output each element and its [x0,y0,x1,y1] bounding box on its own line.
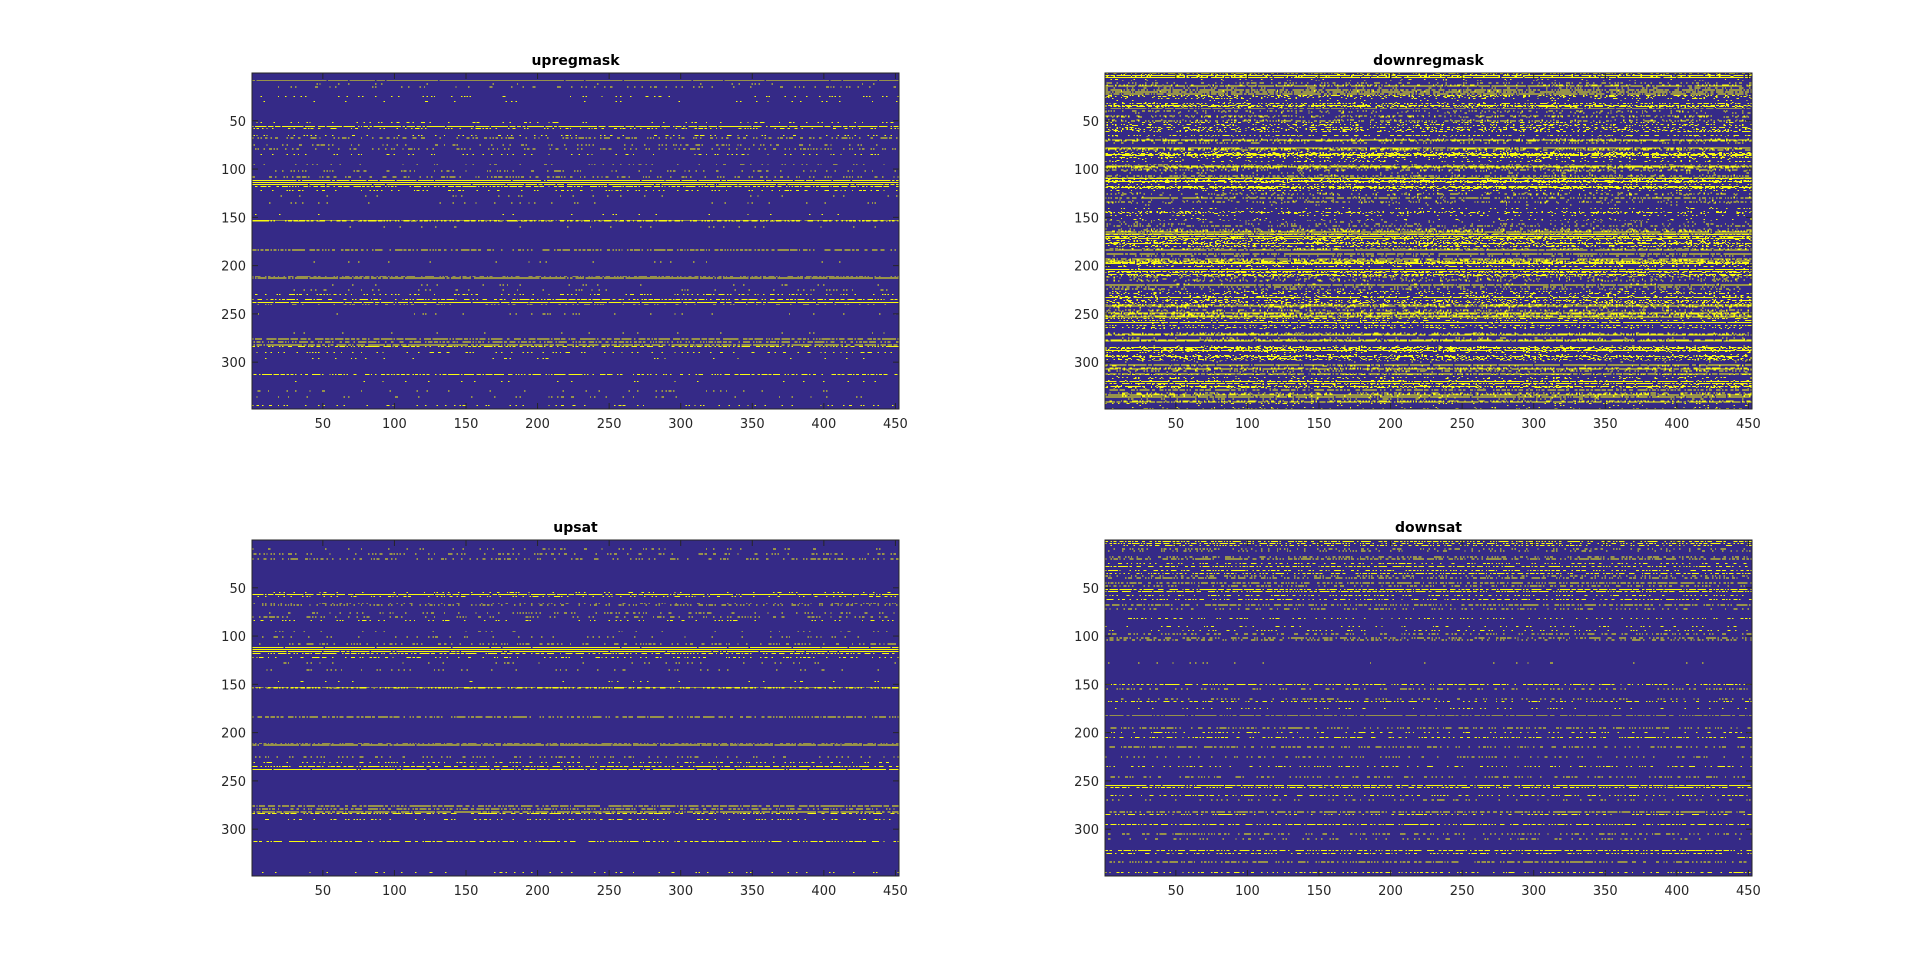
x-tick-label: 450 [883,884,908,899]
x-tick-label: 100 [382,884,407,899]
y-tick-label: 100 [1074,163,1099,178]
x-tick-label: 200 [1378,884,1403,899]
x-tick-label: 250 [1450,417,1475,432]
y-tick-label: 100 [1074,630,1099,645]
x-tick-label: 150 [454,884,479,899]
axes-root: upregmask 50 100 150 200 250 300 350 400 450 50 100… [221,53,1761,899]
x-tick-label: 350 [1593,884,1618,899]
x-tick-label: 50 [1168,417,1185,432]
axes-downsat: downsat 50 100 150 200 250 300 350 400 450 50 100 15… [1074,520,1761,899]
axes-upsat: upsat 50 100 150 200 250 300 350 400 450 50 100 150 2… [221,520,908,899]
chart-title: upsat [553,520,598,536]
x-tick-label: 350 [1593,417,1618,432]
x-tick-label: 250 [597,884,622,899]
y-tick-label: 200 [1074,260,1099,275]
x-tick-label: 200 [1378,417,1403,432]
y-tick-label: 250 [221,775,246,790]
y-tick-label: 50 [1082,115,1099,130]
y-tick-label: 100 [221,163,246,178]
y-tick-label: 50 [229,582,246,597]
y-tick-label: 200 [221,727,246,742]
y-tick-label: 150 [1074,211,1099,226]
axes-box [251,539,900,877]
x-tick-label: 50 [315,884,332,899]
x-tick-label: 350 [740,417,765,432]
y-tick-label: 300 [221,356,246,371]
x-tick-label: 100 [1235,884,1260,899]
axes-box [251,72,900,410]
x-tick-label: 50 [315,417,332,432]
x-tick-label: 50 [1168,884,1185,899]
x-tick-label: 450 [1736,417,1761,432]
x-tick-label: 150 [1307,884,1332,899]
x-tick-label: 400 [811,884,836,899]
x-tick-label: 300 [1521,884,1546,899]
x-tick-label: 250 [597,417,622,432]
axes-downregmask: downregmask 50 100 150 200 250 300 350 400 450 50 1… [1074,53,1761,432]
x-tick-label: 450 [1736,884,1761,899]
x-tick-label: 200 [525,884,550,899]
x-tick-label: 300 [1521,417,1546,432]
y-tick-label: 150 [1074,678,1099,693]
chart-title: upregmask [531,53,620,69]
x-tick-label: 300 [668,884,693,899]
x-tick-label: 150 [454,417,479,432]
heatmap-cells [1105,73,1752,409]
y-tick-label: 250 [1074,308,1099,323]
chart-title: downregmask [1373,53,1484,69]
y-tick-label: 300 [1074,823,1099,838]
heatmap-cell-runs [1105,73,1752,409]
heatmap-background [252,540,899,876]
axes-box [1104,72,1753,410]
y-tick-label: 50 [229,115,246,130]
axes-box [1104,539,1753,877]
y-tick-label: 300 [1074,356,1099,371]
y-tick-label: 200 [221,260,246,275]
x-tick-label: 400 [1664,884,1689,899]
chart-title: downsat [1395,520,1462,536]
heatmap-background [252,73,899,409]
y-tick-label: 250 [221,308,246,323]
y-tick-label: 250 [1074,775,1099,790]
axes-upregmask: upregmask 50 100 150 200 250 300 350 400 450 50 100… [221,53,908,432]
x-tick-label: 200 [525,417,550,432]
x-tick-label: 450 [883,417,908,432]
y-tick-label: 200 [1074,727,1099,742]
x-tick-label: 100 [1235,417,1260,432]
y-tick-label: 150 [221,678,246,693]
x-tick-label: 150 [1307,417,1332,432]
y-tick-label: 100 [221,630,246,645]
heatmap-background [1105,540,1752,876]
y-tick-label: 50 [1082,582,1099,597]
x-tick-label: 100 [382,417,407,432]
x-tick-label: 400 [811,417,836,432]
x-tick-label: 350 [740,884,765,899]
x-tick-label: 300 [668,417,693,432]
x-tick-label: 250 [1450,884,1475,899]
y-tick-label: 150 [221,211,246,226]
x-tick-label: 400 [1664,417,1689,432]
y-tick-label: 300 [221,823,246,838]
